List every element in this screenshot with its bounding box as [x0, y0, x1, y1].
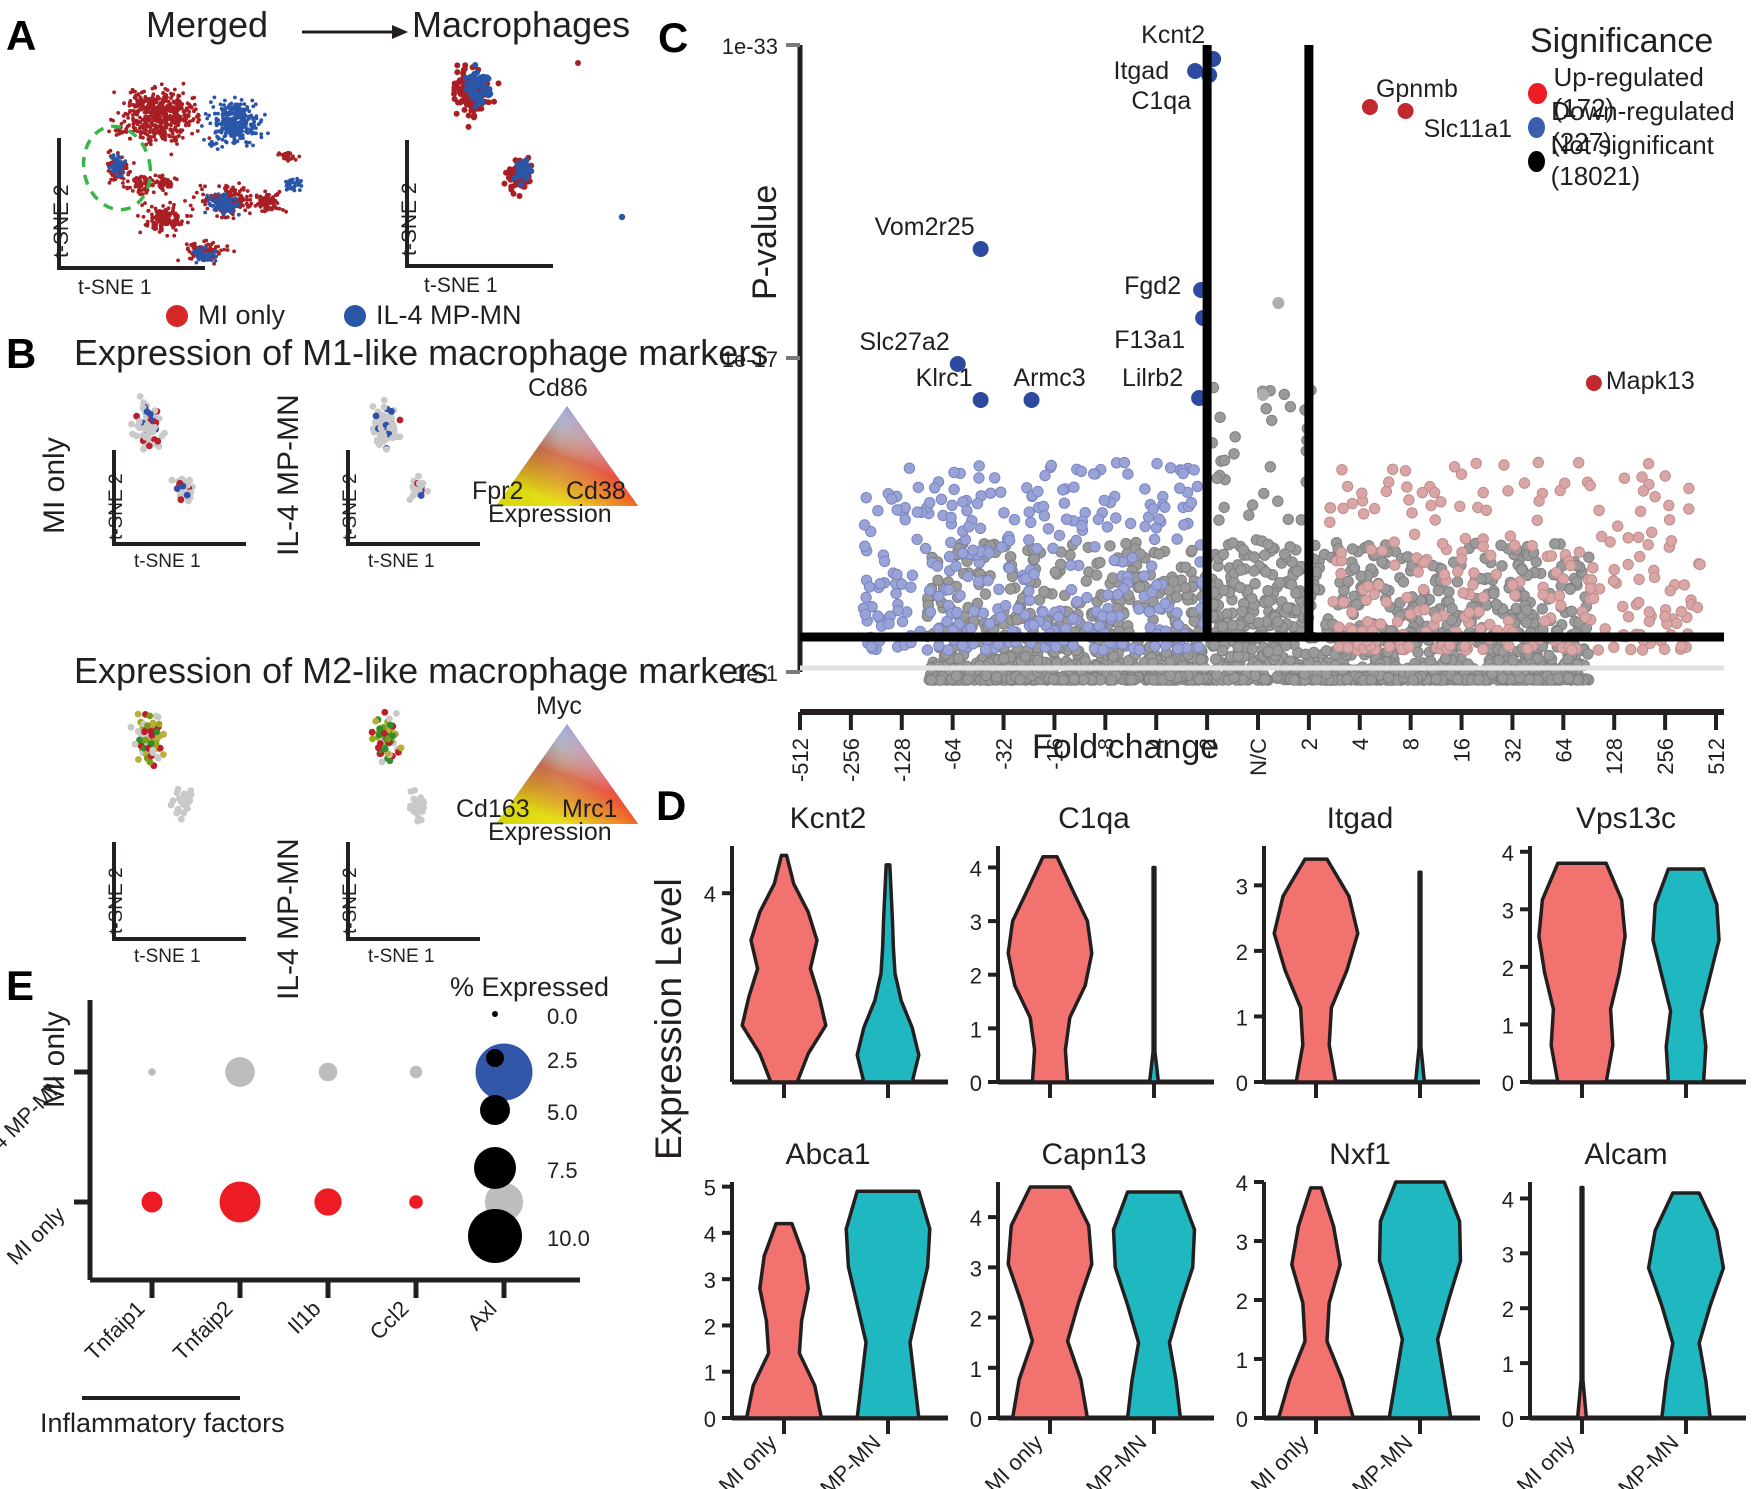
panel-b-m1-row-label-il4: IL-4 MP-MN — [272, 394, 305, 556]
legend-dot-icon — [1528, 116, 1546, 138]
panel-b-m2a-ylabel: t-SNE 2 — [106, 867, 127, 934]
legend-label: IL-4 MP-MN — [376, 300, 522, 330]
legend-label: Up-regulated (172) — [1553, 62, 1704, 123]
ternary-m1-top-label: Cd86 — [528, 374, 588, 402]
panel-b-m1b-yaxis — [346, 450, 350, 546]
violin-grid: Kcnt24C1qa01234Itgad0123Vps13c01234Abca1… — [704, 802, 1746, 1489]
volcano-legend-down: Down-regulated (227) — [1528, 96, 1756, 158]
panel-a-arrow-icon — [302, 25, 408, 39]
volcano-xlabel: Fold change — [1032, 728, 1220, 766]
volcano-ylabel: P-value — [746, 184, 784, 300]
panel-a-legend-mi-only: MI only — [166, 300, 285, 331]
panel-a-merged-ylabel: t-SNE 2 — [50, 184, 73, 258]
panel-d-ylabel: Expression Level — [648, 878, 689, 1160]
panel-a-tsne-macrophages — [451, 60, 626, 221]
legend-label: Down-regulated (227) — [1551, 96, 1735, 157]
panel-b-m2a-yaxis — [112, 842, 116, 940]
panel-b-m2b-ylabel: t-SNE 2 — [340, 867, 361, 934]
legend-dot-icon — [344, 304, 366, 327]
panel-b-m2b-yaxis — [346, 842, 350, 940]
panel-b-m1b-xaxis — [346, 542, 480, 546]
panel-label-e: E — [6, 962, 35, 1009]
panel-b-m2-mi-only-plot — [127, 710, 195, 823]
ternary-m2-right-label: Mrc1 — [562, 795, 618, 823]
panel-a-mac-xlabel: t-SNE 1 — [424, 274, 498, 297]
volcano-legend-title: Significance — [1530, 22, 1714, 60]
panel-b-m1a-ylabel: t-SNE 2 — [106, 473, 127, 540]
panel-b-m1-il4-plot — [369, 396, 432, 503]
panel-b-m2a-xlabel: t-SNE 1 — [134, 946, 201, 967]
legend-dot-icon — [1528, 150, 1545, 172]
volcano-legend-up: Up-regulated (172) — [1528, 62, 1756, 124]
dotplot-legend-title: % Expressed — [450, 972, 610, 1002]
panel-b-title-m1: Expression of M1-like macrophage markers — [74, 332, 769, 373]
panel-b-m1a-xaxis — [112, 542, 246, 546]
panel-a-title-merged: Merged — [146, 4, 269, 45]
panel-a-mac-yaxis — [405, 140, 409, 268]
legend-label: MI only — [198, 300, 286, 330]
ternary-m1-left-label: Fpr2 — [472, 477, 524, 505]
panel-e-bracket-label: Inflammatory factors — [40, 1408, 285, 1438]
highlight-ellipse — [81, 124, 153, 212]
ternary-legend-m2 — [496, 724, 638, 824]
panel-a-title-macrophages: Macrophages — [412, 4, 631, 45]
panel-e-bracket — [82, 1396, 240, 1400]
panel-label-b: B — [6, 330, 37, 377]
panel-b-m1a-yaxis — [112, 450, 116, 546]
panel-a-mac-ylabel: t-SNE 2 — [398, 182, 421, 256]
legend-dot-icon — [166, 304, 188, 327]
ternary-legend-m1 — [496, 406, 638, 506]
panel-label-d: D — [656, 782, 687, 829]
panel-b-m2b-xlabel: t-SNE 1 — [368, 946, 435, 967]
panel-b-m1b-xlabel: t-SNE 1 — [368, 551, 435, 572]
legend-dot-icon — [1528, 82, 1548, 104]
legend-label: Not significant (18021) — [1550, 130, 1714, 191]
panel-a-legend-il4: IL-4 MP-MN — [344, 300, 522, 331]
ternary-m1-right-label: Cd38 — [566, 477, 626, 505]
panel-b-m2-il4-plot — [368, 708, 428, 825]
panel-a-merged-xlabel: t-SNE 1 — [78, 276, 152, 299]
panel-a-mac-xaxis — [405, 264, 553, 268]
ternary-m2-top-label: Myc — [536, 692, 582, 720]
panel-a-merged-yaxis — [57, 138, 61, 270]
panel-b-m1a-xlabel: t-SNE 1 — [134, 551, 201, 572]
panel-a-tsne-merged — [81, 81, 304, 266]
ternary-m2-caption: Expression — [488, 818, 612, 846]
panel-b-m1-row-label-mi-only: MI only — [38, 437, 71, 534]
ternary-m1-caption: Expression — [488, 500, 612, 528]
dotplot-size-legend: 0.02.55.07.510.0 — [468, 1004, 590, 1263]
panel-b-m2-row-label-il4: IL-4 MP-MN — [272, 838, 305, 1000]
panel-b-m1-mi-only-plot — [128, 393, 196, 505]
volcano-legend-ns: Not significant (18021) — [1528, 130, 1756, 192]
panel-label-a: A — [6, 12, 37, 59]
panel-b-m2a-xaxis — [112, 937, 246, 941]
panel-b-title-m2: Expression of M2-like macrophage markers — [74, 650, 769, 691]
ternary-m2-left-label: Cd163 — [456, 795, 530, 823]
panel-b-m1b-ylabel: t-SNE 2 — [340, 473, 361, 540]
panel-a-merged-xaxis — [57, 266, 205, 270]
panel-b-m2b-xaxis — [346, 937, 480, 941]
panel-label-c: C — [658, 14, 689, 61]
